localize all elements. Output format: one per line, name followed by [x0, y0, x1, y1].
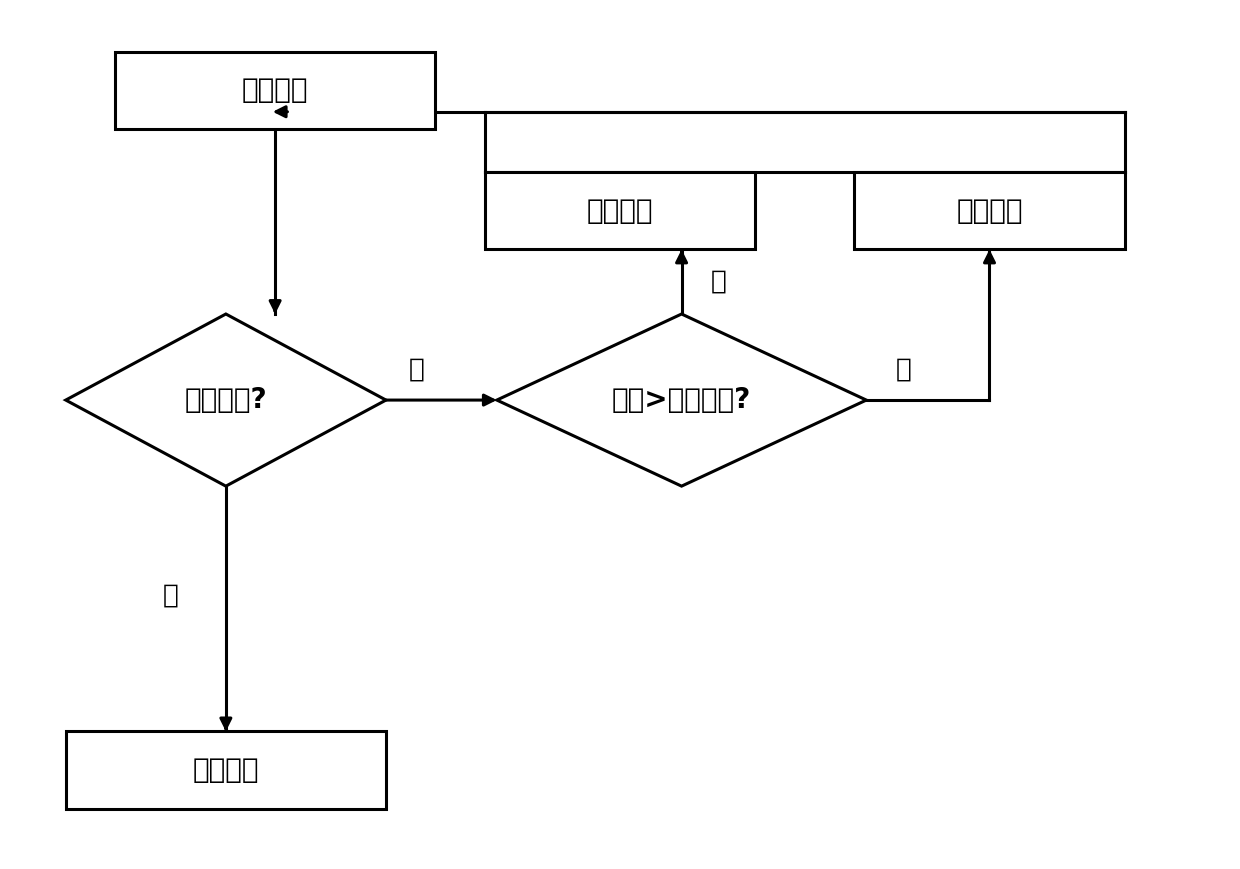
- Text: 调节阀步: 调节阀步: [192, 756, 259, 784]
- Text: 增大频率: 增大频率: [956, 196, 1023, 225]
- Text: 是: 是: [711, 269, 727, 295]
- Text: 否: 否: [409, 357, 425, 383]
- Polygon shape: [66, 314, 386, 486]
- Bar: [485, 172, 755, 249]
- Text: 减小频率: 减小频率: [587, 196, 653, 225]
- Text: 初始参数: 初始参数: [242, 76, 309, 104]
- Bar: [66, 732, 386, 809]
- Bar: [854, 172, 1125, 249]
- Polygon shape: [497, 314, 867, 486]
- Text: 否: 否: [895, 357, 911, 383]
- Bar: [115, 51, 435, 129]
- Text: 能力达标?: 能力达标?: [185, 386, 267, 414]
- Text: 是: 是: [162, 583, 179, 609]
- Text: 能力>目标范围?: 能力>目标范围?: [613, 386, 751, 414]
